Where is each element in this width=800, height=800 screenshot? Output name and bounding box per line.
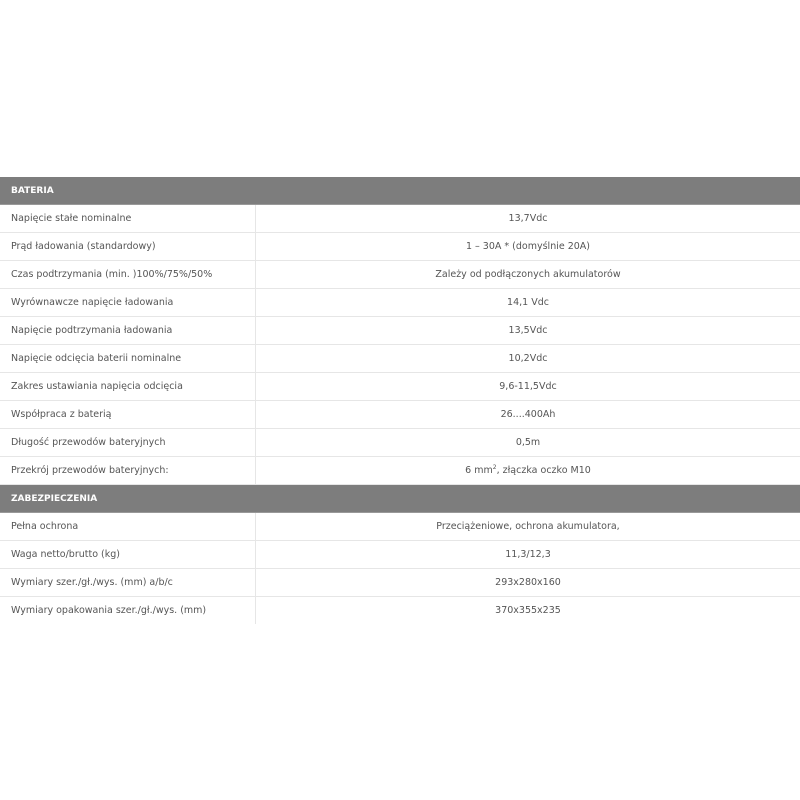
table-row: Napięcie podtrzymania ładowania 13,5Vdc — [0, 316, 800, 345]
spec-value: 9,6-11,5Vdc — [255, 372, 800, 401]
spec-value: 0,5m — [255, 428, 800, 457]
table-row: Wymiary szer./gł./wys. (mm) a/b/c 293x280… — [0, 568, 800, 597]
spec-label: Wymiary opakowania szer./gł./wys. (mm) — [0, 596, 256, 624]
value-superscript: 2 — [492, 464, 497, 472]
spec-label: Przekrój przewodów bateryjnych: — [0, 456, 256, 485]
table-row: Współpraca z baterią 26....400Ah — [0, 400, 800, 429]
spec-label: Długość przewodów bateryjnych — [0, 428, 256, 457]
spec-value: 13,7Vdc — [255, 204, 800, 233]
spec-label: Pełna ochrona — [0, 512, 256, 541]
table-row: Waga netto/brutto (kg) 11,3/12,3 — [0, 540, 800, 569]
spec-value: 370x355x235 — [495, 605, 561, 616]
spec-value: 10,2Vdc — [255, 344, 800, 373]
table-row: Napięcie odcięcia baterii nominalne 10,2V… — [0, 344, 800, 373]
table-row: Czas podtrzymania (min. )100%/75%/50% Zal… — [0, 260, 800, 289]
table-row: Zakres ustawiania napięcia odcięcia 9,6-1… — [0, 372, 800, 401]
section-header-zabezpieczenia: ZABEZPIECZENIA — [0, 484, 800, 513]
table-row: Pełna ochrona Przeciążeniowe, ochrona aku… — [0, 512, 800, 541]
spec-value: 1 – 30A * (domyślnie 20A) — [255, 232, 800, 261]
spec-label: Wyrównawcze napięcie ładowania — [0, 288, 256, 317]
spec-value: 293x280x160 — [255, 568, 800, 597]
table-row: Wyrównawcze napięcie ładowania 14,1 Vdc — [0, 288, 800, 317]
spec-value: 6 mm2, złączka oczko M10 — [255, 456, 800, 485]
table-row: Napięcie stałe nominalne 13,7Vdc — [0, 204, 800, 233]
spec-label: Zakres ustawiania napięcia odcięcia — [0, 372, 256, 401]
spec-table: BATERIA Napięcie stałe nominalne 13,7Vdc … — [0, 177, 800, 624]
table-row: Wymiary opakowania szer./gł./wys. (mm) 37… — [0, 596, 800, 624]
table-row: Prąd ładowania (standardowy) 1 – 30A * (d… — [0, 232, 800, 261]
spec-value: Zależy od podłączonych akumulatorów — [255, 260, 800, 289]
spec-label: Prąd ładowania (standardowy) — [0, 232, 256, 261]
spec-label: Wymiary szer./gł./wys. (mm) a/b/c — [0, 568, 256, 597]
spec-label: Napięcie podtrzymania ładowania — [0, 316, 256, 345]
spec-label: Współpraca z baterią — [0, 400, 256, 429]
spec-label: Waga netto/brutto (kg) — [0, 540, 256, 569]
spec-value: 11,3/12,3 — [255, 540, 800, 569]
spec-value: 13,5Vdc — [255, 316, 800, 345]
table-row: Długość przewodów bateryjnych 0,5m — [0, 428, 800, 457]
spec-value: 14,1 Vdc — [255, 288, 800, 317]
spec-value: Przeciążeniowe, ochrona akumulatora, — [255, 512, 800, 541]
section-header-bateria: BATERIA — [0, 177, 800, 205]
spec-label: Napięcie odcięcia baterii nominalne — [0, 344, 256, 373]
value-part: , złączka oczko M10 — [496, 465, 591, 477]
spec-label: Czas podtrzymania (min. )100%/75%/50% — [0, 260, 256, 289]
spec-value: 26....400Ah — [255, 400, 800, 429]
table-row: Przekrój przewodów bateryjnych: 6 mm2, zł… — [0, 456, 800, 485]
spec-label: Napięcie stałe nominalne — [0, 204, 256, 233]
value-part: 6 mm — [465, 465, 493, 477]
